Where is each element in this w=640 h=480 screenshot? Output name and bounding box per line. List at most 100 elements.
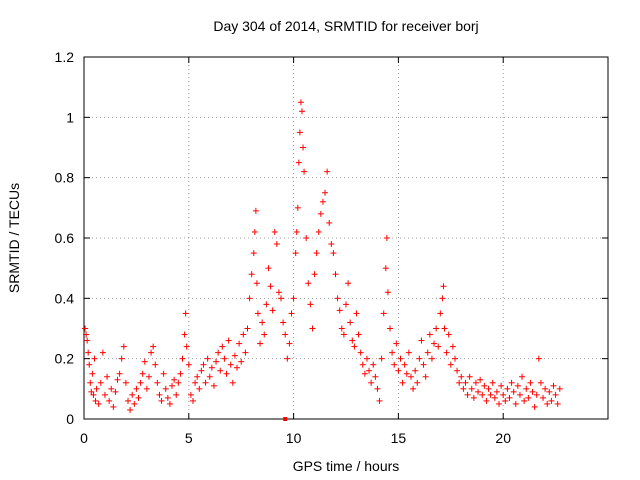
data-point [125,397,132,404]
data-point [357,349,364,356]
data-point [267,283,274,290]
data-point [240,331,247,338]
data-point [173,391,180,398]
plot-frame [83,56,609,420]
data-point [301,168,308,175]
data-point [156,391,163,398]
y-tick-label: 0.4 [55,290,75,306]
data-point [175,379,182,386]
data-point [460,385,467,392]
data-point [502,397,509,404]
data-point [169,382,176,389]
data-point [293,228,300,235]
ticks-layer: 0 0.2 0.4 0.6 0.8 1 1.2 0 5 10 15 20 [55,49,608,446]
data-point [171,376,178,383]
data-point [196,385,203,392]
data-point [127,406,134,413]
data-point [330,250,337,257]
data-point [114,376,121,383]
data-point [420,361,427,368]
data-point [208,364,215,371]
data-point [552,391,559,398]
data-point [481,382,488,389]
data-point [556,385,563,392]
data-point [403,370,410,377]
data-point [437,310,444,317]
data-point [257,340,264,347]
data-point [84,337,91,344]
data-point [332,271,339,278]
data-point [399,379,406,386]
data-point [259,319,266,326]
data-point [97,379,104,386]
data-point [137,379,144,386]
data-point [116,370,123,377]
data-point [200,361,207,368]
data-point [300,144,307,151]
data-point [280,319,287,326]
data-point [380,310,387,317]
data-point [221,355,228,362]
data-point [527,379,534,386]
data-point [456,379,463,386]
data-point [535,355,542,362]
data-point [244,325,251,332]
data-point [414,379,421,386]
data-point [166,400,173,407]
data-point [544,400,551,407]
data-point [95,400,102,407]
data-point [295,159,302,166]
data-point [397,355,404,362]
data-point [319,198,326,205]
points-layer [82,99,563,413]
data-point [372,373,379,380]
data-point [275,289,282,296]
data-point [108,385,115,392]
data-point [435,343,442,350]
data-point [393,340,400,347]
data-point [336,307,343,314]
data-point [104,373,111,380]
data-point [401,361,408,368]
data-point [194,373,201,380]
data-point [531,403,538,410]
data-point [504,385,511,392]
data-point [92,397,99,404]
data-point [378,355,385,362]
data-point [407,373,414,380]
y-tick-label: 1 [66,109,74,125]
data-point [101,391,108,398]
data-point [158,397,165,404]
data-point [322,189,329,196]
data-point [353,310,360,317]
data-point [428,355,435,362]
data-point [395,367,402,374]
data-point [269,307,276,314]
data-point [439,295,446,302]
data-point [496,400,503,407]
data-point [303,235,310,241]
data-point [324,168,331,175]
data-point [542,385,549,392]
data-point [328,241,335,248]
data-point [192,379,199,386]
data-point [491,394,498,401]
data-point [361,370,368,377]
data-point [368,379,375,386]
data-point [217,367,224,374]
data-point [550,382,557,389]
data-point [187,391,194,398]
data-point [537,379,544,386]
data-point [250,250,257,257]
data-point [433,325,440,332]
data-point [91,355,98,362]
data-point [405,349,412,356]
data-point [345,280,352,287]
y-tick-label: 0.8 [55,170,75,186]
data-point [88,388,95,395]
data-point [106,397,113,404]
data-point [292,250,299,257]
data-point [355,331,362,338]
data-point [177,370,184,377]
